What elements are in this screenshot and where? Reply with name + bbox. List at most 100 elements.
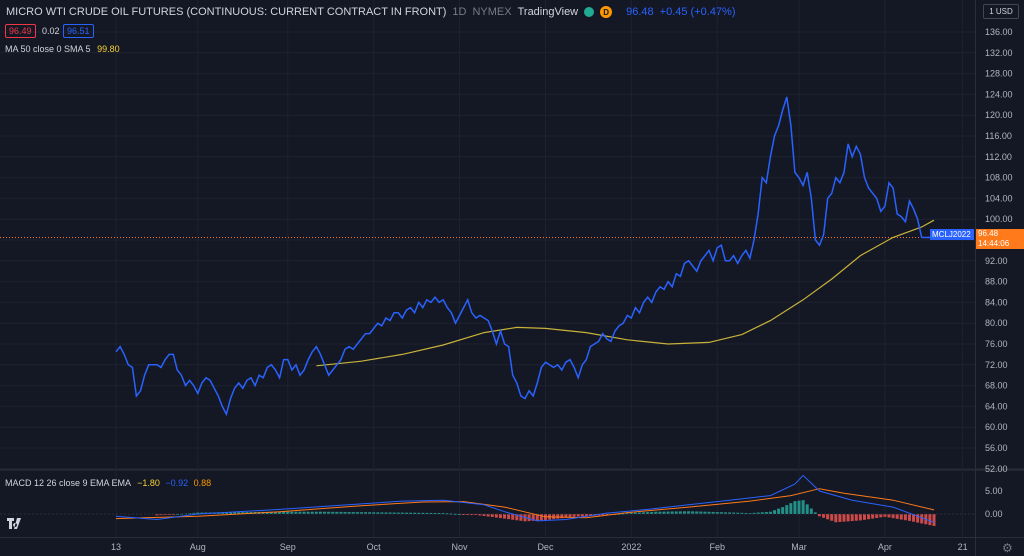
macd-histogram-bar [732,512,736,514]
macd-histogram-bar [331,511,335,514]
macd-histogram-bar [907,514,911,521]
macd-histogram-bar [785,505,789,514]
macd-histogram-bar [871,514,875,519]
macd-indicator-legend[interactable]: MACD 12 26 close 9 EMA EMA −1.80 −0.92 0… [5,478,211,488]
macd-histogram-bar [826,514,830,520]
macd-histogram-bar [421,512,425,514]
macd-histogram-bar [425,512,429,514]
macd-signal-line [115,488,935,520]
price-axis-label: 116.00 [985,131,1012,141]
macd-histogram-bar [580,514,584,517]
price-change-value: +0.45 (+0.47%) [659,6,736,18]
macd-histogram-bar [413,512,417,514]
macd-histogram-bar [625,513,629,515]
exchange-label: NYMEX [472,6,512,18]
macd-histogram-bar [638,512,642,514]
macd-histogram-bar [531,514,535,521]
macd-histogram-bar [490,514,494,518]
tradingview-logo-icon[interactable] [7,516,25,530]
price-axis-label: 104.00 [985,193,1013,203]
macd-histogram-bar [752,512,756,514]
macd-histogram-bar [842,514,846,522]
macd-histogram-bar [314,511,318,514]
macd-histogram-bar [629,512,633,514]
macd-histogram-bar [617,513,621,515]
macd-histogram-bar [572,514,576,517]
buy-price-button[interactable]: 96.51 [63,24,94,38]
macd-histogram-bar [928,514,932,526]
macd-histogram-bar [772,510,776,514]
macd-histogram-bar [498,514,502,519]
macd-histogram-bar [327,511,331,514]
macd-histogram-bar [822,514,826,518]
macd-histogram-bar [862,514,866,520]
macd-histogram-bar [916,514,920,523]
macd-histogram-bar [912,514,916,522]
macd-value: −1.80 [137,478,160,488]
price-axis-label: 84.00 [985,297,1008,307]
macd-histogram-bar [319,511,322,514]
macd-histogram-bar [466,514,470,515]
macd-histogram-bar [449,513,453,515]
main-pane [0,0,975,468]
macd-histogram-bar [155,514,159,516]
macd-histogram-bar [932,514,936,526]
macd-histogram-bar [678,511,682,514]
macd-histogram-bar [588,514,592,516]
macd-histogram-bar [879,514,883,518]
macd-histogram-bar [809,508,813,514]
macd-hist-value: 0.88 [193,478,212,488]
macd-histogram-bar [482,514,486,516]
macd-histogram-bar [662,511,666,514]
price-axis-label: 64.00 [985,401,1008,411]
time-axis-label: Nov [452,542,469,552]
macd-histogram-bar [756,512,760,514]
macd-histogram-bar [605,514,609,515]
price-axis-label: 92.00 [985,256,1008,266]
macd-histogram-bar [224,512,228,514]
macd-histogram-bar [196,512,200,514]
macd-histogram-bar [699,511,703,514]
macd-histogram-bar [670,511,674,514]
macd-histogram-bar [511,514,515,520]
sell-price-button[interactable]: 96.49 [5,24,36,38]
macd-histogram-bar [658,511,662,514]
macd-histogram-bar [654,511,658,514]
last-price-label-countdown: 14:44:06 [978,239,1010,248]
price-axis-label: 136.00 [985,27,1013,37]
macd-histogram-bar [462,514,466,515]
macd-histogram-bar [515,514,519,521]
macd-histogram-bar [237,512,241,514]
macd-histogram-bar [453,513,457,515]
macd-histogram-bar [703,511,707,514]
macd-histogram-bar [359,512,363,514]
macd-histogram-bar [899,514,903,520]
symbol-title[interactable]: MICRO WTI CRUDE OIL FUTURES (CONTINUOUS:… [6,6,447,18]
macd-histogram-bar [920,514,924,524]
price-axis-label: 124.00 [985,89,1013,99]
macd-histogram-bar [310,511,314,514]
macd-histogram-bar [241,512,245,514]
price-axis-label: 56.00 [985,443,1008,453]
time-axis-label: 21 [958,542,968,552]
macd-histogram-bar [797,500,801,514]
macd-histogram-bar [621,513,625,515]
ma-indicator-legend[interactable]: MA 50 close 0 SMA 5 99.80 [5,44,120,54]
gear-icon[interactable]: ⚙ [1002,541,1013,555]
currency-selector[interactable]: 1 USD [983,4,1019,19]
macd-histogram-bar [568,514,572,518]
macd-histogram-bar [368,512,372,514]
macd-pane [0,471,975,537]
macd-histogram-bar [388,512,392,514]
macd-histogram-bar [229,512,233,514]
price-axis-label: 52.00 [985,464,1008,474]
macd-histogram-bar [903,514,907,521]
macd-histogram-bar [830,514,834,521]
last-price-label: 96.48 14:44:06 [976,229,1024,249]
price-axis-label: 80.00 [985,318,1008,328]
macd-histogram-bar [601,514,605,516]
macd-histogram-bar [376,512,380,514]
macd-histogram-bar [764,511,768,514]
macd-histogram-bar [265,511,269,514]
